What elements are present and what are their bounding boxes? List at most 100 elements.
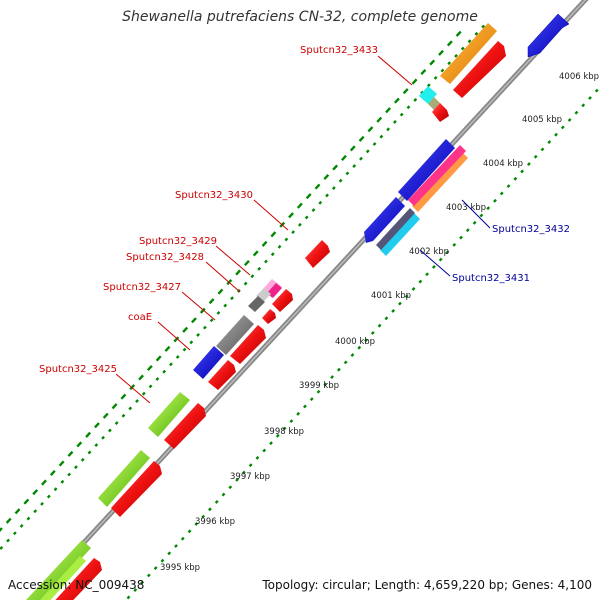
tick-mark: [318, 200, 323, 205]
gene-orange-top[interactable]: [440, 23, 497, 84]
tick-mark: [6, 538, 10, 543]
tick-mark: [305, 193, 312, 200]
tick-mark: [196, 333, 200, 337]
gene-red-3428c[interactable]: [262, 309, 276, 324]
tick-mark: [533, 154, 538, 159]
tick-mark: [384, 316, 389, 321]
tick-mark: [153, 566, 158, 570]
gene-sputcn32-3433-gray[interactable]: [428, 97, 440, 110]
gene-red-3428b[interactable]: [272, 289, 293, 312]
gene-red-coae-b[interactable]: [208, 360, 236, 390]
tick-mark: [486, 206, 491, 211]
tick-rows: [0, 24, 599, 600]
tick-mark: [114, 421, 119, 425]
gene-sputcn32-3433-cyan[interactable]: [419, 86, 437, 104]
tick-mark: [120, 393, 127, 400]
label-sputcn32-3429[interactable]: Sputcn32_3429: [139, 236, 217, 247]
tick-label-3999: 3999 kbp: [299, 381, 339, 391]
tick-mark: [277, 244, 282, 249]
tick-mark: [46, 494, 51, 499]
topology-text: Topology: circular; Length: 4,659,220 bp…: [262, 578, 592, 592]
tick-mark: [255, 455, 260, 460]
leader-sputcn32-3429: [215, 245, 251, 276]
gene-blue-top[interactable]: [527, 13, 570, 58]
tick-mark: [314, 183, 321, 190]
gene-sputcn32-3427[interactable]: [216, 315, 254, 355]
label-sputcn32-3427[interactable]: Sputcn32_3427: [103, 282, 181, 293]
tick-mark: [189, 340, 194, 345]
tick-mark: [336, 367, 341, 372]
tick-mark: [393, 97, 400, 104]
tick-mark: [49, 469, 56, 477]
label-sputcn32-3425[interactable]: Sputcn32_3425: [39, 364, 117, 375]
tick-mark: [67, 450, 74, 457]
tick-mark: [474, 31, 479, 36]
gene-sputcn32-3433-red[interactable]: [432, 103, 449, 122]
tick-mark: [167, 551, 172, 556]
label-sputcn32-3430[interactable]: Sputcn32_3430: [175, 190, 253, 201]
tick-mark: [67, 472, 72, 477]
tick-mark: [465, 228, 470, 233]
tick-mark: [447, 61, 452, 66]
gene-red-3425b[interactable]: [164, 403, 206, 449]
tick-mark: [94, 443, 99, 448]
tick-mark: [594, 88, 599, 93]
gene-sputcn32-3428[interactable]: [248, 296, 265, 312]
tick-mark: [146, 573, 151, 578]
gene-green-bottom[interactable]: [26, 540, 91, 604]
tick-mark: [180, 536, 185, 541]
tick-mark: [402, 88, 409, 95]
label-coae[interactable]: coaE: [128, 312, 152, 323]
tick-mark: [581, 103, 586, 108]
tick-mark: [365, 149, 370, 154]
gene-red-3427b[interactable]: [230, 325, 266, 364]
gene-blue-mid-1[interactable]: [398, 139, 455, 201]
tick-mark: [146, 364, 153, 372]
tick-mark: [311, 208, 316, 213]
gene-sputcn32-3432-pink[interactable]: [408, 145, 466, 206]
tick-mark: [102, 412, 109, 419]
tick-mark: [284, 237, 289, 242]
tick-mark: [420, 90, 424, 95]
tick-mark: [588, 96, 592, 100]
tick-mark: [12, 531, 17, 536]
tick-mark: [76, 441, 83, 448]
tick-label-4004: 4004 kbp: [483, 159, 523, 169]
gene-red-bottom[interactable]: [48, 558, 102, 604]
gene-red-3997[interactable]: [111, 461, 162, 517]
label-sputcn32-3432[interactable]: Sputcn32_3432: [492, 224, 570, 235]
tick-mark: [40, 501, 44, 506]
tick-label-4006: 4006 kbp: [559, 72, 599, 82]
tick-mark: [182, 347, 187, 352]
label-sputcn32-3431[interactable]: Sputcn32_3431: [452, 273, 530, 284]
tick-mark: [527, 162, 531, 166]
gene-green-3997[interactable]: [98, 450, 150, 507]
tick-mark: [241, 470, 246, 475]
gene-sputcn32-3430[interactable]: [305, 240, 330, 268]
tick-mark: [323, 382, 328, 387]
gene-sputcn32-3425[interactable]: [148, 392, 190, 437]
leader-sputcn32-3425: [115, 373, 151, 404]
tick-mark: [540, 147, 545, 152]
gene-sputcn32-3432[interactable]: [412, 152, 468, 212]
gene-sputcn32-3431[interactable]: [380, 213, 420, 256]
tick-mark: [133, 588, 138, 592]
gene-sputcn32-3431-dark[interactable]: [376, 208, 415, 250]
tick-mark: [129, 384, 136, 391]
leader-sputcn32-3427: [181, 291, 216, 321]
tick-mark: [309, 397, 314, 402]
tick-mark: [332, 164, 339, 171]
gene-green-bottom-2[interactable]: [40, 556, 86, 604]
gene-blue-mid-2[interactable]: [364, 197, 405, 243]
label-sputcn32-3433[interactable]: Sputcn32_3433: [300, 45, 378, 56]
tick-mark: [223, 303, 228, 308]
tick-mark: [187, 529, 192, 534]
tick-mark: [33, 509, 38, 514]
tick-mark: [438, 257, 443, 262]
label-sputcn32-3428[interactable]: Sputcn32_3428: [126, 252, 204, 263]
tick-mark: [520, 169, 525, 174]
tick-mark: [398, 301, 402, 306]
gene-red-top[interactable]: [453, 41, 506, 98]
gene-coae[interactable]: [193, 346, 224, 379]
tick-labels: 3995 kbp 3996 kbp 3997 kbp 3998 kbp 3999…: [160, 72, 599, 573]
